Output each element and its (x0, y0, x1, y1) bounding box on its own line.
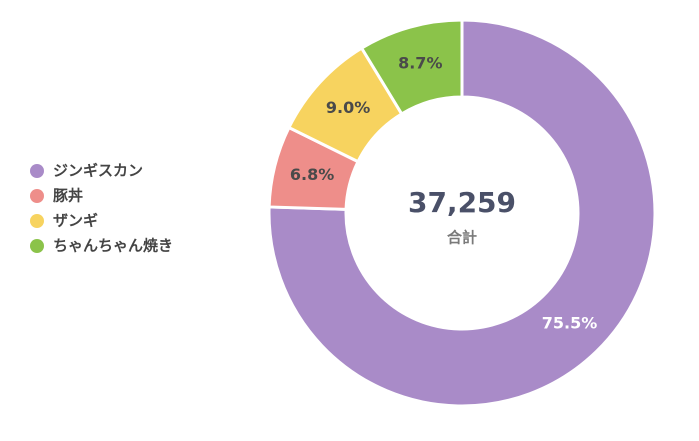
legend-marker (30, 214, 44, 228)
legend-label: ちゃんちゃん焼き (53, 237, 173, 255)
center-label: 合計 (446, 229, 477, 247)
legend-marker (30, 164, 44, 178)
value-label: 75.5% (542, 313, 598, 332)
value-label: 8.7% (398, 54, 442, 73)
value-label: 6.8% (290, 165, 334, 184)
legend-label: ジンギスカン (53, 162, 143, 180)
legend-marker (30, 239, 44, 253)
center-value: 37,259 (408, 186, 516, 219)
donut-segment (359, 18, 464, 116)
legend-label: ザンギ (53, 212, 98, 230)
legend-label: 豚丼 (53, 187, 83, 205)
donut-segment (267, 18, 657, 408)
value-label: 9.0% (326, 98, 370, 117)
legend-marker (30, 189, 44, 203)
